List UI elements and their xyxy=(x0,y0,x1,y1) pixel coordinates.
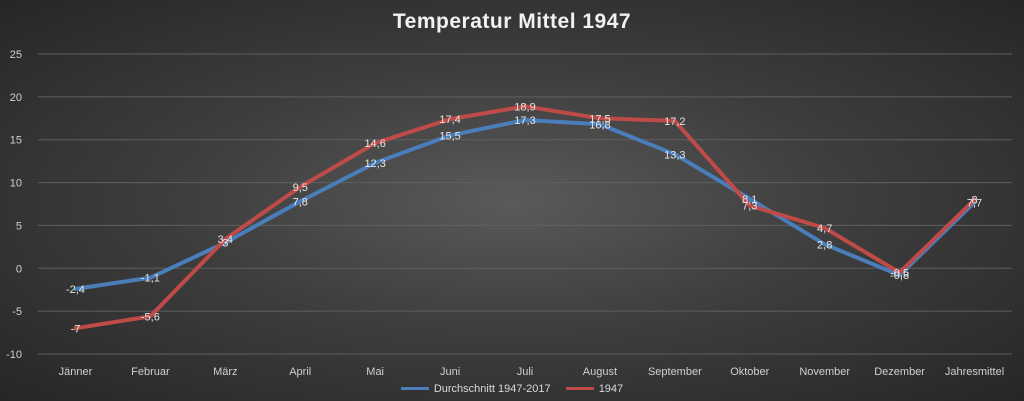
x-tick-label: Juni xyxy=(440,366,460,378)
legend: Durchschnitt 1947-2017 1947 xyxy=(0,381,1024,395)
y-tick-label: -5 xyxy=(12,306,22,318)
data-label: -7 xyxy=(71,323,81,335)
x-tick-label: März xyxy=(213,366,237,378)
x-tick-label: Jahresmittel xyxy=(945,366,1004,378)
data-label: -5,6 xyxy=(141,311,160,323)
y-tick-label: 5 xyxy=(16,220,22,232)
x-tick-label: April xyxy=(289,366,311,378)
data-label: 3,4 xyxy=(218,234,233,246)
data-label: -1,1 xyxy=(141,273,160,285)
data-label: 7,8 xyxy=(293,196,308,208)
x-tick-label: September xyxy=(648,366,702,378)
legend-item-durchschnitt: Durchschnitt 1947-2017 xyxy=(400,382,551,395)
y-tick-label: 15 xyxy=(10,135,22,147)
data-label: 4,7 xyxy=(817,223,832,235)
data-label: 15,5 xyxy=(439,130,460,142)
series-line-0 xyxy=(73,118,977,291)
legend-label-1947: 1947 xyxy=(598,382,624,395)
data-label: 17,5 xyxy=(589,113,610,125)
x-tick-label: Juli xyxy=(517,366,534,378)
data-label: 17,2 xyxy=(664,116,685,128)
x-tick-label: Jänner xyxy=(59,366,93,378)
legend-swatch-1947 xyxy=(565,387,594,390)
data-label: 14,6 xyxy=(364,138,385,150)
data-label: 9,5 xyxy=(293,182,308,194)
y-tick-label: 10 xyxy=(10,178,22,190)
x-tick-label: Februar xyxy=(131,366,170,378)
data-label: 7,3 xyxy=(742,201,757,213)
series-line-1 xyxy=(73,104,977,331)
x-tick-label: August xyxy=(583,366,617,378)
data-label: 17,3 xyxy=(514,115,535,127)
y-tick-label: 25 xyxy=(10,49,22,61)
legend-item-1947: 1947 xyxy=(565,382,624,395)
data-label: 8 xyxy=(971,195,977,207)
data-label: -2,4 xyxy=(66,284,85,296)
chart-title: Temperatur Mittel 1947 xyxy=(392,10,632,33)
data-label: 12,3 xyxy=(364,158,385,170)
y-tick-label: -10 xyxy=(6,349,22,361)
x-tick-label: Mai xyxy=(366,366,384,378)
data-label: 7,7 xyxy=(967,197,982,209)
data-label: 3 xyxy=(222,238,228,250)
x-tick-label: Dezember xyxy=(874,366,925,378)
x-tick-label: November xyxy=(799,366,850,378)
data-label: -0,5 xyxy=(890,268,909,280)
legend-label-durchschnitt: Durchschnitt 1947-2017 xyxy=(433,382,551,395)
data-label: -0,8 xyxy=(890,270,909,282)
y-tick-label: 20 xyxy=(10,92,22,104)
data-label: 13,3 xyxy=(664,149,685,161)
y-tick-label: 0 xyxy=(16,263,22,275)
data-label: 16,8 xyxy=(589,119,610,131)
data-label: 18,9 xyxy=(514,101,535,113)
x-tick-label: Oktober xyxy=(730,366,769,378)
data-label: 8,1 xyxy=(742,194,757,206)
data-label: 2,8 xyxy=(817,239,832,251)
legend-swatch-durchschnitt xyxy=(400,387,429,390)
data-label: 17,4 xyxy=(439,114,460,126)
